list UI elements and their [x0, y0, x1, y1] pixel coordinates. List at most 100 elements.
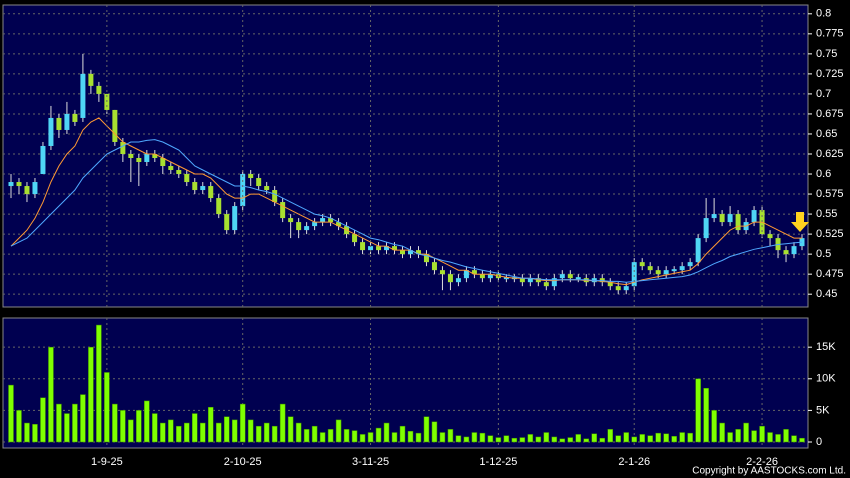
volume-bar — [335, 419, 342, 443]
x-tick-label: 2-1-26 — [618, 456, 650, 468]
volume-bar — [351, 430, 358, 443]
volume-bar — [775, 434, 781, 443]
volume-bar — [431, 421, 438, 443]
volume-bar — [375, 427, 382, 443]
volume-bar — [487, 435, 494, 443]
candle-body — [232, 206, 238, 231]
y-tick-label: 0.775 — [816, 28, 844, 40]
candle-body — [216, 198, 222, 215]
candle-body — [791, 246, 797, 255]
candle-body — [703, 218, 709, 239]
x-tick-label: 1-9-25 — [91, 456, 123, 468]
candle-body — [384, 246, 390, 251]
volume-bar — [72, 403, 78, 443]
volume-bar — [511, 437, 518, 443]
volume-bar — [303, 429, 310, 443]
volume-bar — [399, 425, 406, 443]
candle-body — [519, 278, 525, 283]
volume-bar — [583, 438, 590, 443]
candle-body — [423, 254, 429, 263]
volume-bar — [799, 437, 805, 443]
candle-body — [184, 174, 190, 183]
volume-bar — [128, 419, 134, 443]
volume-bar — [615, 435, 621, 443]
y-tick-label: 0.65 — [816, 128, 837, 140]
y-tick-label: 0.6 — [816, 168, 831, 180]
y-tick-label: 0.55 — [816, 208, 837, 220]
candle-body — [312, 222, 318, 227]
candle-body — [376, 246, 382, 251]
candle-body — [463, 270, 469, 279]
volume-bar — [671, 436, 677, 443]
candle-body — [328, 218, 334, 223]
moving-average-line — [10, 139, 803, 283]
volume-bar — [415, 432, 422, 443]
candle-body — [120, 141, 126, 154]
candle-body — [208, 186, 214, 199]
candle-body — [64, 113, 70, 130]
volume-bar — [279, 403, 286, 443]
candle-body — [128, 153, 134, 159]
candle-body — [320, 218, 326, 223]
candle-body — [543, 282, 549, 287]
volume-bar — [104, 372, 110, 443]
x-tick-label: 3-11-25 — [352, 456, 389, 468]
volume-bar — [48, 346, 54, 443]
volume-bar — [359, 434, 366, 443]
candle-body — [623, 286, 629, 291]
volume-bar — [575, 434, 582, 443]
y-tick-label: 0.625 — [816, 148, 844, 160]
volume-bar — [599, 437, 606, 443]
candle-body — [663, 270, 669, 275]
candle-body — [56, 117, 62, 130]
volume-bar — [423, 416, 430, 443]
volume-bar — [247, 419, 254, 443]
candle-body — [767, 234, 773, 239]
y-tick-label: 0 — [816, 436, 822, 448]
candle-body — [639, 262, 645, 267]
candle-body — [8, 182, 14, 187]
y-tick-label: 0.475 — [816, 268, 844, 280]
volume-bar — [407, 431, 414, 443]
candle-body — [631, 262, 637, 287]
candle-body — [551, 278, 557, 287]
candle-body — [719, 214, 725, 223]
candle-body — [479, 274, 485, 279]
volume-bar — [751, 430, 757, 443]
volume-bar — [663, 433, 669, 443]
candle-body — [80, 73, 86, 118]
x-tick-label: 1-12-25 — [479, 456, 517, 468]
volume-bar — [503, 435, 510, 443]
volume-bar — [120, 410, 126, 443]
volume-bar — [695, 378, 701, 443]
candle-body — [471, 270, 477, 275]
candle-body — [192, 182, 198, 191]
y-tick-label: 5K — [816, 404, 830, 416]
candle-body — [727, 214, 733, 223]
y-tick-label: 0.75 — [816, 48, 837, 60]
volume-bar — [271, 425, 278, 443]
y-tick-label: 0.675 — [816, 108, 844, 120]
candle-body — [431, 262, 437, 271]
volume-bar — [88, 346, 94, 443]
volume-bar — [223, 416, 230, 443]
volume-bar — [343, 429, 350, 443]
volume-bar — [463, 436, 470, 443]
volume-bar — [607, 429, 613, 443]
volume-bar — [623, 432, 629, 443]
y-tick-label: 0.525 — [816, 228, 844, 240]
volume-bar — [319, 432, 326, 443]
volume-bar — [439, 432, 446, 443]
y-tick-label: 0.8 — [816, 8, 831, 20]
candle-body — [40, 145, 46, 175]
candle-body — [687, 262, 693, 267]
candle-body — [256, 178, 262, 187]
volume-bar — [447, 429, 454, 443]
candle-body — [567, 274, 573, 279]
candle-body — [272, 190, 278, 203]
volume-bar — [184, 422, 190, 443]
candle-body — [655, 270, 661, 275]
volume-bar — [176, 425, 182, 443]
x-tick-label: 2-10-25 — [224, 456, 262, 468]
